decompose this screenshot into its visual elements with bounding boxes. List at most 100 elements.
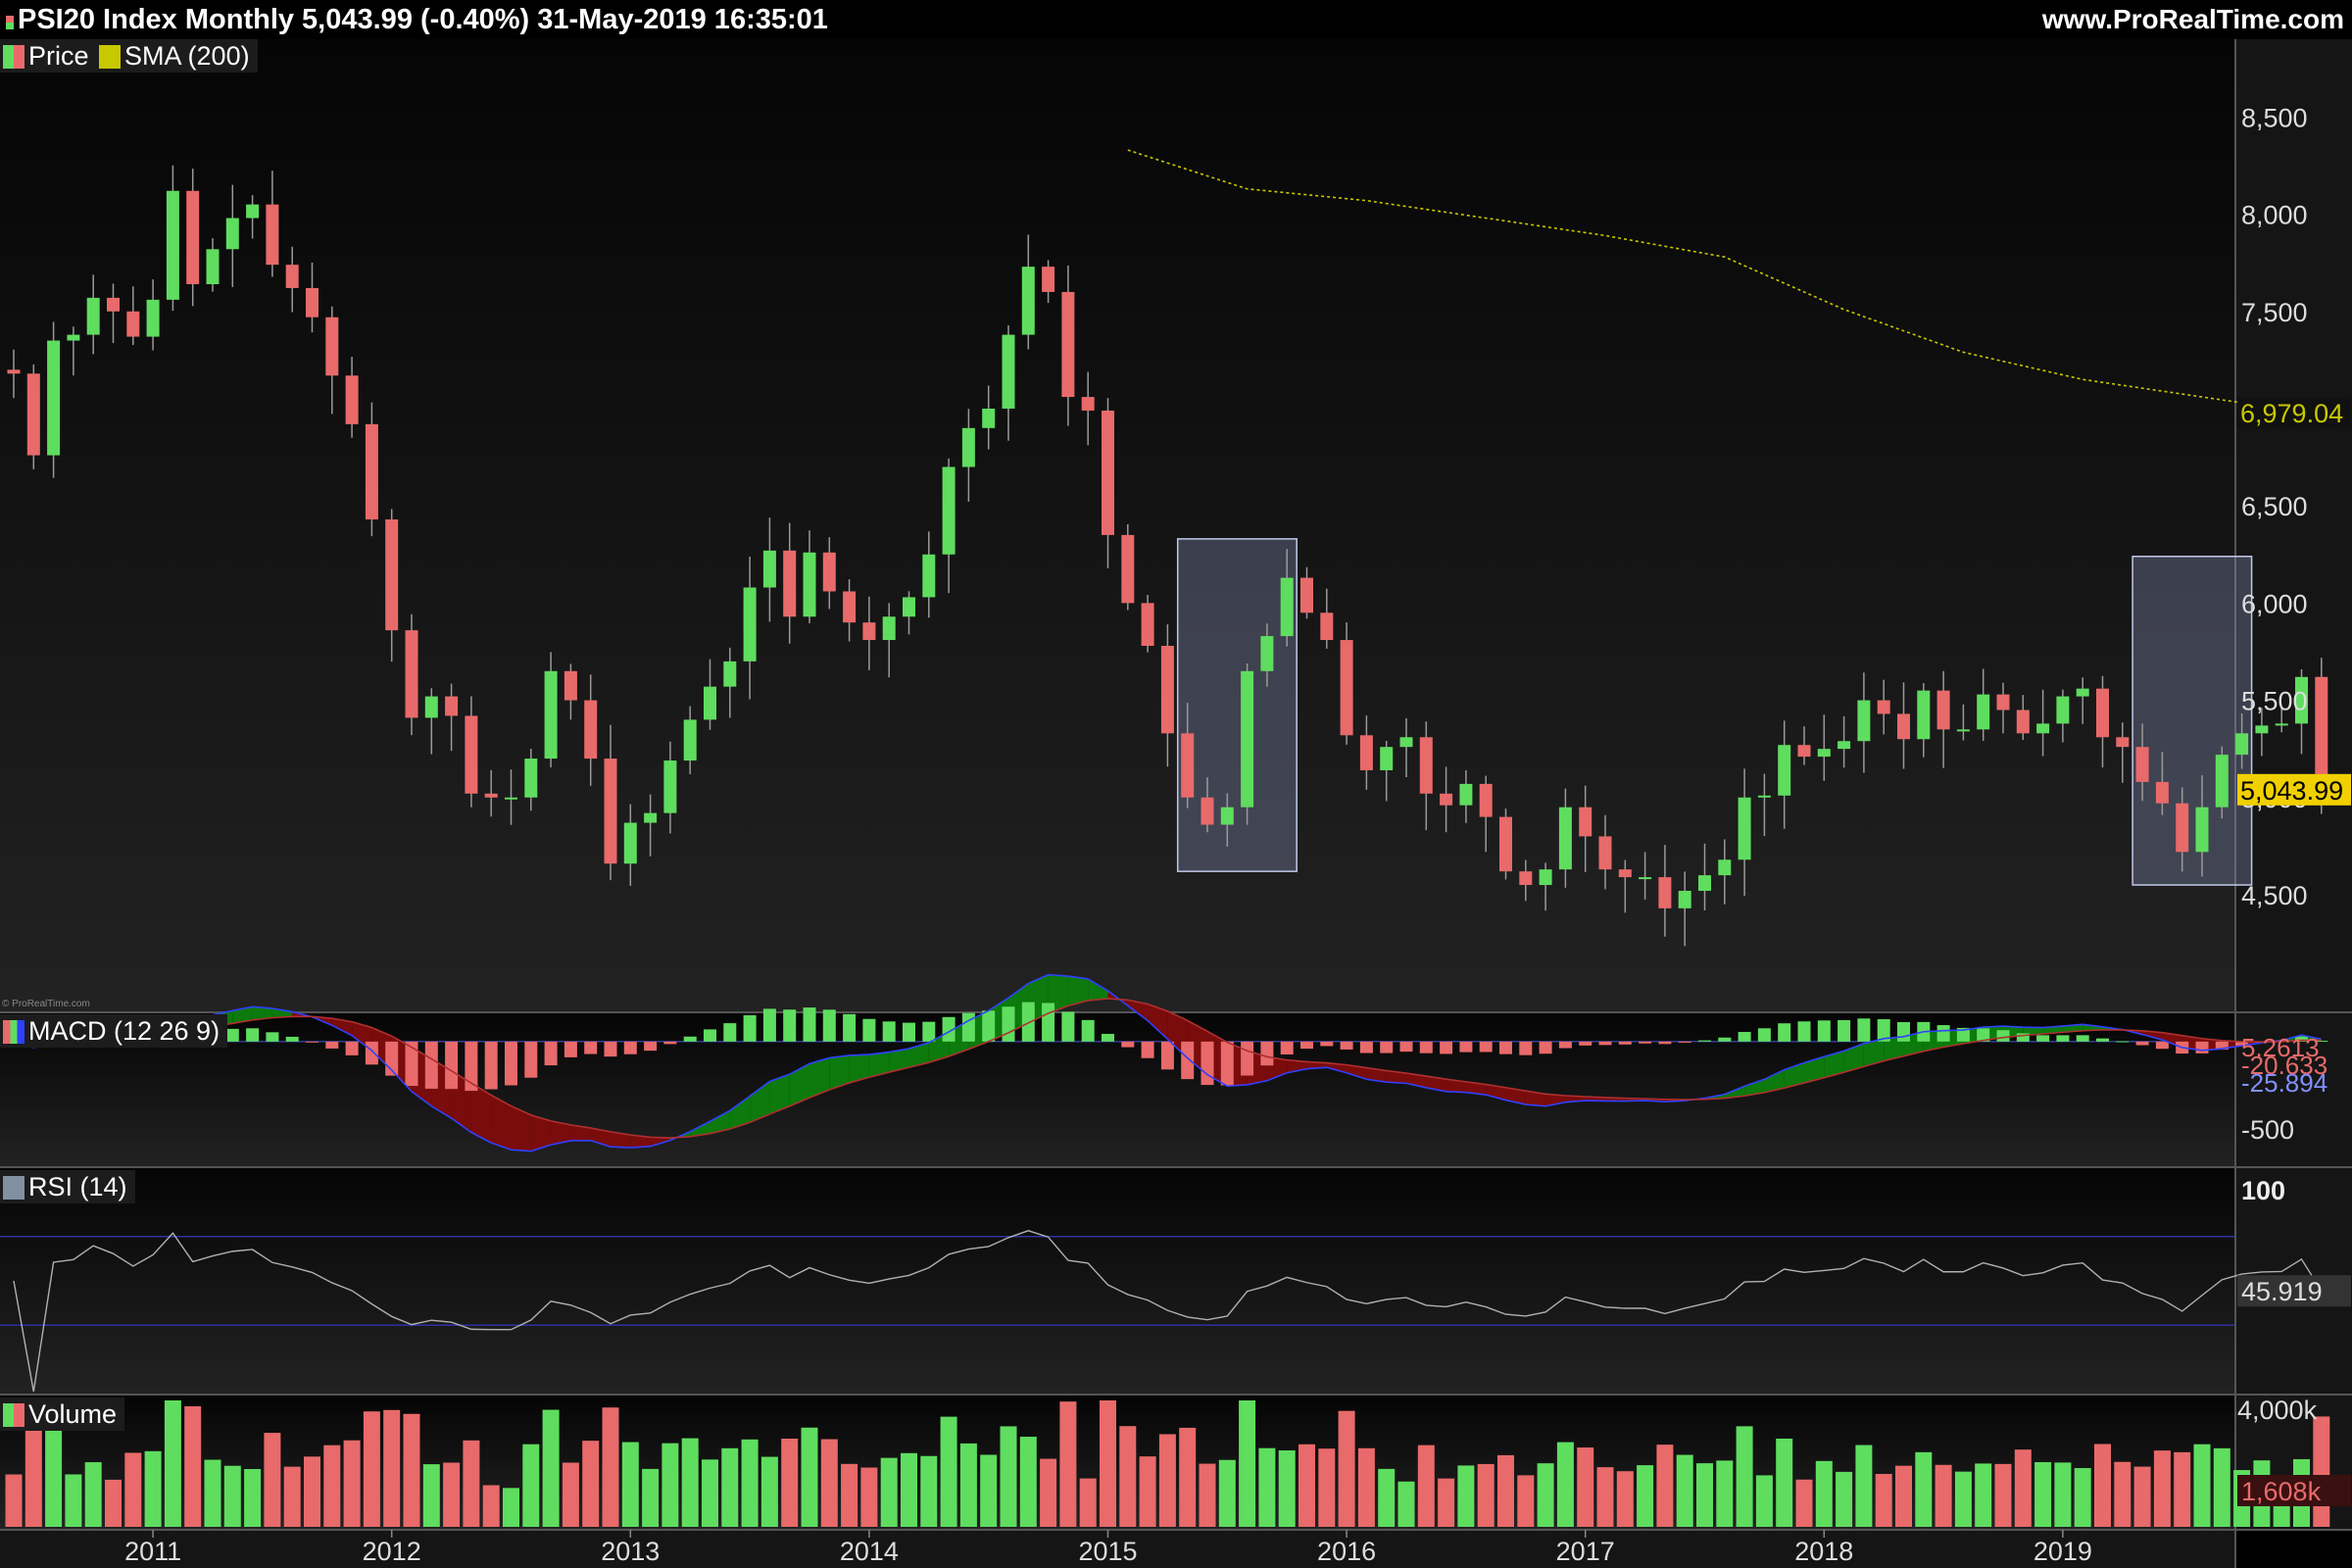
volume-bar — [1935, 1464, 1952, 1527]
volume-bar — [702, 1459, 718, 1527]
macd-fill — [630, 1135, 651, 1149]
macd-fill — [710, 1110, 730, 1134]
candle-body — [663, 760, 677, 813]
macd-fill — [1426, 1076, 1446, 1092]
volume-bar — [2213, 1447, 2230, 1527]
macd-fill — [511, 1105, 531, 1152]
volume-bar — [264, 1433, 281, 1527]
volume-bar — [1954, 1471, 1972, 1527]
macd-histogram-bar — [982, 1010, 996, 1042]
candle-body — [1102, 410, 1114, 535]
macd-histogram-bar — [1778, 1023, 1791, 1042]
candle-body — [345, 375, 359, 424]
macd-histogram-bar — [306, 1041, 318, 1043]
volume-bar — [880, 1457, 898, 1527]
volume-bar — [244, 1469, 262, 1527]
candle-body — [1797, 745, 1811, 758]
candle-body — [644, 812, 658, 823]
macd-fill — [889, 1049, 909, 1073]
candle-body — [2155, 781, 2169, 804]
candle-body — [1220, 807, 1234, 825]
macd-histogram-bar — [1459, 1041, 1473, 1053]
volume-bar — [482, 1485, 500, 1527]
macd-legend[interactable]: MACD (12 26 9) — [0, 1014, 228, 1048]
macd-histogram-bar — [2096, 1038, 2109, 1042]
macd-fill — [690, 1121, 710, 1137]
macd-fill — [1465, 1081, 1487, 1096]
macd-last-label: 5.2613 — [2241, 1033, 2320, 1062]
candle-body — [1479, 783, 1493, 817]
candle-body — [1160, 646, 1174, 734]
macd-fill — [809, 1057, 830, 1099]
volume-bar — [1457, 1465, 1475, 1527]
volume-bar — [164, 1400, 181, 1527]
candle-body — [166, 190, 179, 300]
candle-body — [1738, 797, 1751, 860]
macd-fill — [1525, 1091, 1546, 1106]
macd-histogram-bar — [524, 1041, 538, 1078]
candle-body — [922, 554, 936, 598]
macd-histogram-bar — [1320, 1041, 1334, 1047]
candle-body — [465, 715, 478, 794]
candle-body — [2315, 676, 2328, 790]
rsi-last-bg — [2237, 1275, 2351, 1307]
volume-bar — [84, 1462, 102, 1527]
volume-bar — [65, 1474, 82, 1527]
macd-histogram-bar — [2076, 1035, 2089, 1042]
price-tick-label: 8,000 — [2241, 201, 2308, 230]
macd-fill — [789, 1063, 809, 1106]
macd-fill — [1884, 1036, 1904, 1061]
site-link[interactable]: www.ProRealTime.com — [2041, 4, 2344, 34]
volume-legend[interactable]: Volume — [0, 1397, 125, 1431]
candle-body — [1061, 291, 1075, 398]
macd-histogram-bar — [246, 1028, 260, 1042]
macd-fill — [849, 1054, 869, 1083]
volume-bar — [1158, 1434, 1176, 1527]
volume-bar — [1218, 1459, 1236, 1527]
candle-body — [683, 719, 697, 761]
candle-body — [564, 670, 577, 701]
macd-histogram-bar — [743, 1014, 757, 1042]
volume-bar — [463, 1440, 480, 1527]
macd-histogram-bar — [2016, 1033, 2030, 1042]
candle-body — [544, 670, 558, 760]
volume-bar — [1836, 1471, 1853, 1527]
volume-bar — [2034, 1461, 2052, 1527]
macd-histogram-bar — [445, 1041, 459, 1090]
price-tick-label: 8,500 — [2241, 103, 2308, 132]
volume-bar — [562, 1462, 579, 1527]
rsi-legend[interactable]: RSI (14) — [0, 1170, 135, 1203]
candle-body — [1897, 713, 1910, 740]
candle-body — [2295, 676, 2308, 724]
time-axis-panel — [0, 1531, 2234, 1568]
volume-bar — [940, 1416, 957, 1527]
volume-bar — [1119, 1426, 1137, 1527]
macd-fill — [1824, 1051, 1844, 1078]
candle-body — [1598, 836, 1612, 870]
macd-histogram-bar — [1160, 1041, 1174, 1070]
macd-histogram-bar — [1399, 1041, 1413, 1053]
macd-fill — [2042, 1025, 2063, 1034]
volume-bar — [45, 1413, 63, 1527]
macd-fill — [1366, 1067, 1387, 1083]
candle-body — [424, 696, 438, 718]
volume-bar — [223, 1465, 241, 1527]
candle-body — [762, 550, 776, 588]
macd-series — [0, 973, 2328, 1152]
candle-body — [1838, 741, 1851, 750]
candle-body — [505, 797, 517, 800]
rsi-line — [13, 1230, 2323, 1393]
price-legend[interactable]: Price SMA (200) — [0, 39, 258, 73]
volume-bar — [1477, 1463, 1494, 1527]
candle-body — [1121, 534, 1135, 604]
volume-bar — [2133, 1466, 2151, 1527]
volume-tick-label: 4,000k — [2237, 1396, 2318, 1425]
candlestick-series — [7, 165, 2328, 947]
volume-bar — [2054, 1462, 2072, 1527]
rsi-top-label: 100 — [2241, 1176, 2285, 1205]
macd-fill — [1148, 1004, 1168, 1040]
macd-fill — [271, 1008, 293, 1018]
macd-fill — [1386, 1070, 1406, 1084]
price-swatch-icon — [3, 45, 24, 69]
candle-body — [2176, 803, 2189, 853]
